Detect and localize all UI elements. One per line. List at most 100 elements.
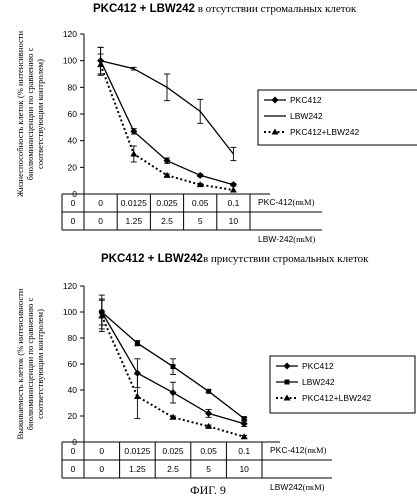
figure-label: ФИГ. 9 [190, 483, 226, 497]
x-tick-label-lbw: 10 [239, 464, 249, 474]
x-tick-label-pkc: 0.0125 [121, 198, 147, 208]
data-point [205, 409, 213, 417]
x-tick-label-pkc: 0.025 [156, 198, 178, 208]
row-label-lbw-main: LBW242 [270, 482, 303, 492]
legend-marker [283, 394, 291, 401]
x-tick-label-lbw: 1.25 [126, 216, 143, 226]
row-label-lbw-unit: (пкМ) [303, 482, 325, 492]
y-axis-label-line: биолюминисценции по сравнению с [25, 47, 35, 180]
y-axis-label-line: соответствующим контролем) [35, 59, 45, 169]
chart-1: PKC412 + LBW242 в отсутствии стромальных… [15, 3, 417, 244]
y-axis-label: Выживаемость клеток (% интенсивности биол… [15, 288, 45, 439]
row-label-pkc-unit: (пкМ) [305, 445, 327, 455]
data-point [170, 364, 176, 370]
data-point [241, 416, 247, 422]
x-tick-label-lbw: 1.25 [129, 464, 146, 474]
row-label-pkc-unit: (пкМ) [293, 197, 315, 207]
chart-title-main: PKC412 + LBW242 [93, 3, 195, 15]
data-point [98, 312, 106, 319]
y-axis-label-line: Выживаемость клеток (% интенсивности [15, 288, 25, 439]
y-tick-label: 60 [68, 359, 78, 369]
legend-label: PKC412+LBW242 [290, 127, 359, 137]
y-tick-label: 60 [68, 109, 78, 119]
data-point [134, 340, 140, 346]
x-table: 000.01251.250.0252.50.0550.11000PKC-412(… [61, 193, 322, 244]
y-tick-label: 100 [63, 307, 77, 317]
x-tick-label-lbw: 0 [71, 464, 76, 474]
row-label-pkc: PKC-412(пкМ) [258, 197, 315, 207]
y-tick-label: 100 [63, 56, 77, 66]
y-tick-label: 40 [68, 385, 78, 395]
x-tick-label-pkc: 0.1 [238, 446, 250, 456]
row-label-pkc-main: PKC-412 [270, 445, 305, 455]
legend: PKC412 LBW242 PKC412+LBW242 [269, 355, 416, 414]
x-tick-label-pkc: 0.05 [192, 198, 209, 208]
legend-marker [271, 96, 279, 104]
legend-label: PKC412+LBW242 [302, 393, 371, 403]
legend-marker [284, 379, 290, 385]
legend-label: LBW242 [290, 111, 323, 121]
row-label-lbw: LBW242(пкМ) [270, 482, 325, 492]
data-point [163, 157, 171, 165]
data-point [130, 127, 138, 135]
row-label-lbw-main: LBW-242 [258, 234, 294, 244]
y-axis-label-line: соответствующим контролем) [35, 309, 45, 419]
data-point [229, 186, 237, 193]
x-tick-label-lbw: 5 [206, 464, 211, 474]
x-tick-label-pkc: 0.05 [200, 446, 217, 456]
x-tick-label-lbw: 0 [98, 216, 103, 226]
series-3 [98, 299, 248, 440]
series-1 [97, 46, 237, 189]
legend-box [269, 355, 416, 414]
x-tick-label-pkc: 0.1 [227, 198, 239, 208]
x-tick-label-pkc: 0 [98, 198, 103, 208]
data-point [130, 150, 138, 157]
row-label-pkc-main: PKC-412 [258, 197, 293, 207]
y-tick-label: 120 [63, 281, 77, 291]
y-tick-label: 80 [68, 82, 78, 92]
x-tick-label-pkc: 0 [71, 446, 76, 456]
data-point [169, 413, 177, 420]
data-point [196, 171, 204, 179]
series-2 [97, 46, 237, 162]
data-point [240, 433, 248, 440]
series-line [100, 315, 245, 438]
data-point [205, 422, 213, 429]
x-tick-label-lbw: 2.5 [161, 216, 173, 226]
data-point [133, 393, 141, 399]
data-point [206, 388, 212, 394]
data-point [169, 389, 177, 397]
x-tick-label-pkc: 0 [99, 446, 104, 456]
data-point [240, 420, 248, 428]
y-tick-label: 80 [68, 333, 78, 343]
legend-marker [283, 362, 291, 370]
x-tick-label-lbw: 2.5 [167, 464, 179, 474]
legend: PKC412 LBW242 PKC412+LBW242 [257, 89, 417, 146]
y-tick-label: 120 [63, 29, 77, 39]
legend-label: PKC412 [302, 361, 334, 371]
y-tick-label: 20 [68, 162, 78, 172]
x-tick-label-pkc: 0.025 [162, 446, 184, 456]
series-line [99, 64, 234, 191]
chart-2: PKC412 + LBW242в присутствии стромальных… [15, 253, 416, 492]
data-point [196, 181, 204, 188]
row-label-lbw-unit: (пкМ) [293, 234, 315, 244]
legend-box [257, 89, 417, 146]
chart-title: PKC412 + LBW242 в отсутствии стромальных… [93, 3, 357, 15]
x-tick-label-pkc: 0.0125 [124, 446, 150, 456]
x-tick-label-lbw: 5 [198, 216, 203, 226]
legend-label: PKC412 [290, 95, 322, 105]
data-point [133, 369, 141, 377]
data-point [97, 61, 105, 68]
y-tick-label: 40 [68, 136, 78, 146]
y-axis-label-line: Жизнеспособность клеток (% интенсивности [15, 30, 25, 197]
x-tick-label-lbw: 0 [71, 216, 76, 226]
legend-marker [271, 128, 279, 135]
x-table: 000.01251.250.0252.50.0550.11000PKC-412(… [61, 441, 332, 492]
row-label-pkc: PKC-412(пкМ) [270, 445, 327, 455]
x-tick-label-lbw: 10 [229, 216, 239, 226]
y-axis-label: Жизнеспособность клеток (% интенсивности… [15, 30, 45, 197]
data-point [163, 171, 171, 178]
data-point [229, 181, 237, 189]
